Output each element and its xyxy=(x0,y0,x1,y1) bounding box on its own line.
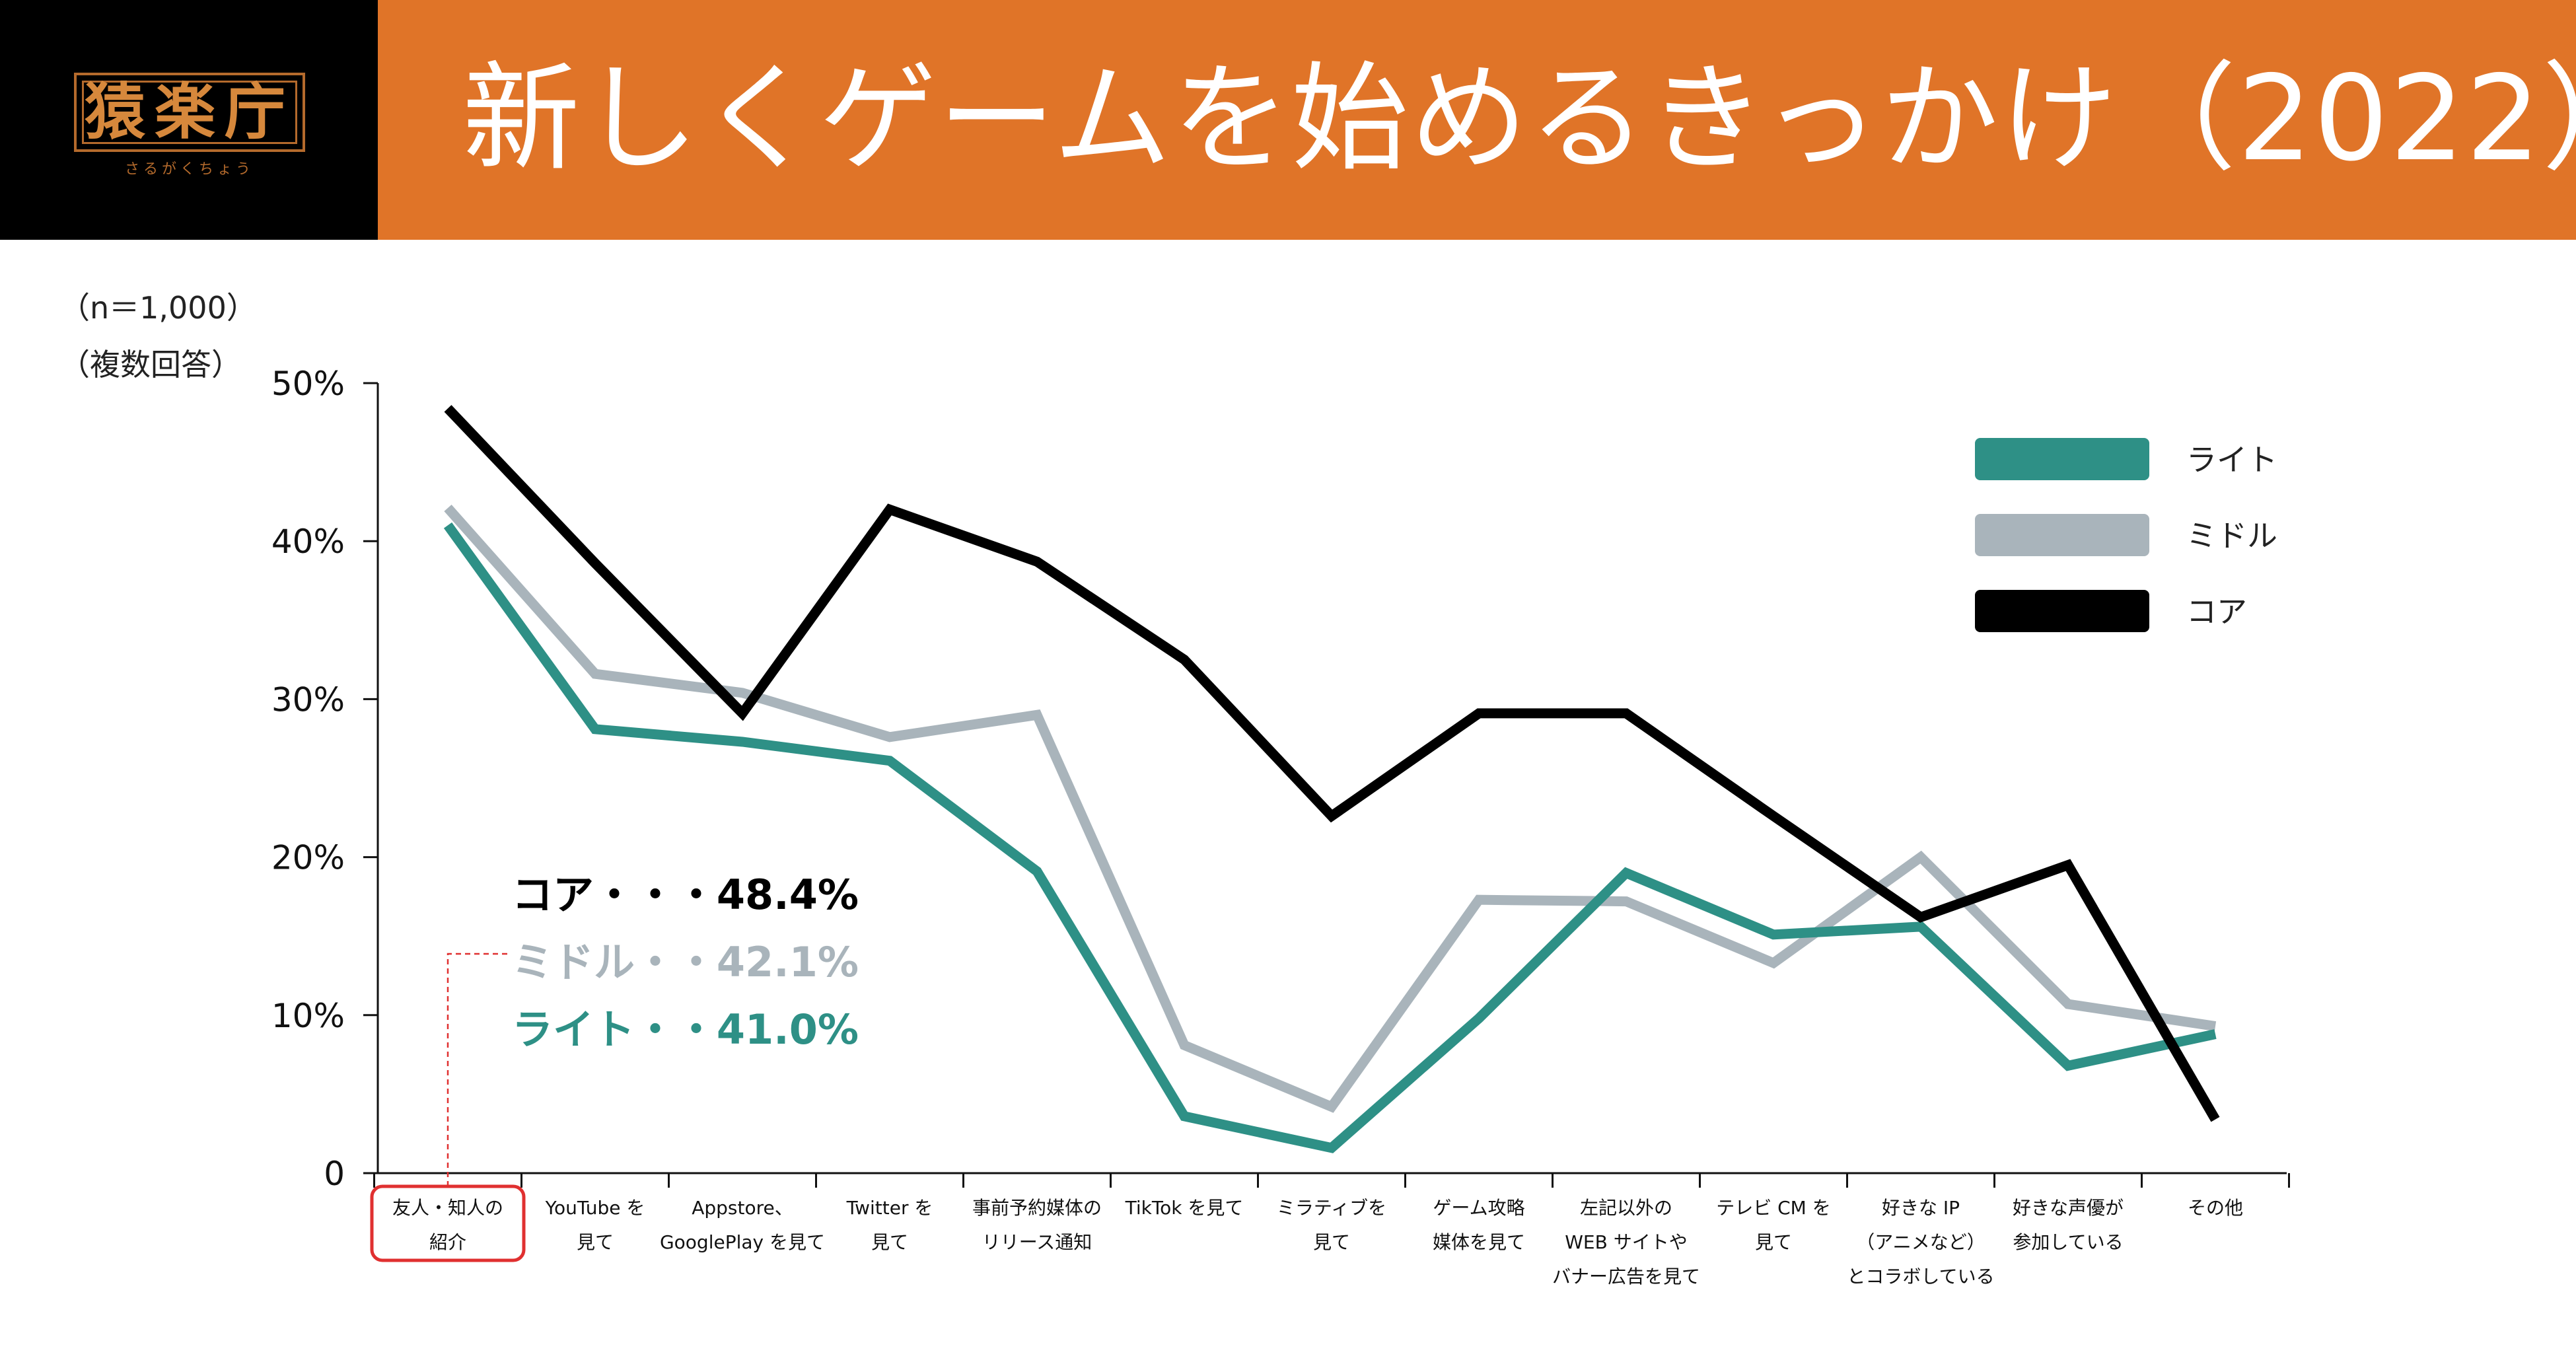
x-category-label-line: TikTok を見て xyxy=(1125,1197,1244,1219)
x-category-label: YouTube を見て xyxy=(545,1197,645,1253)
x-category-label-line: 好きな声優が xyxy=(2013,1197,2124,1219)
x-category-label-line: WEB サイトや xyxy=(1565,1231,1688,1253)
x-category-label: ミラティブを見て xyxy=(1277,1197,1386,1253)
annotation-label: ライト・・ xyxy=(512,1005,717,1054)
legend-label: ミドル xyxy=(2186,518,2277,554)
legend-label: コア xyxy=(2186,594,2247,630)
x-category-label-line: （アニメなど） xyxy=(1856,1231,1985,1253)
header-bar: 猿楽庁 さるがくちょう 新しくゲームを始めるきっかけ（2022） xyxy=(0,0,2576,240)
x-category-label-line: 媒体を見て xyxy=(1433,1231,1525,1253)
x-category-label: Twitter を見て xyxy=(846,1197,933,1253)
x-category-label: TikTok を見て xyxy=(1125,1197,1244,1219)
y-tick-label: 10% xyxy=(271,997,345,1035)
legend-swatch xyxy=(1975,514,2149,556)
x-category-label-line: 紹介 xyxy=(429,1231,466,1253)
x-category-label-line: とコラボしている xyxy=(1847,1266,1994,1287)
x-category-label-line: テレビ CM を xyxy=(1716,1197,1831,1219)
x-category-label-line: 見て xyxy=(871,1231,908,1253)
x-category-label-line: 見て xyxy=(1755,1231,1792,1253)
legend-swatch xyxy=(1975,438,2149,480)
annotation-value: 48.4% xyxy=(717,871,859,919)
multiple-answer-note: （複数回答） xyxy=(59,347,242,382)
series-line-light xyxy=(443,522,2217,1153)
x-category-label-line: GooglePlay を見て xyxy=(660,1231,825,1253)
x-category-label-line: バナー広告を見て xyxy=(1552,1266,1700,1287)
logo-block: 猿楽庁 さるがくちょう xyxy=(0,0,378,240)
category-highlight xyxy=(370,953,526,1262)
annotation-label: ミドル・・ xyxy=(512,938,717,986)
y-tick-label: 50% xyxy=(271,365,345,403)
annotation-label: コア・・・ xyxy=(512,871,717,919)
highlight-connector xyxy=(447,953,509,1186)
series-lines xyxy=(443,405,2220,1153)
annotation-value: 41.0% xyxy=(717,1005,859,1054)
x-category-label-line: ゲーム攻略 xyxy=(1433,1197,1524,1219)
x-category-label-line: 見て xyxy=(1313,1231,1350,1253)
x-category-label-line: 左記以外の xyxy=(1580,1197,1672,1219)
x-category-label-line: 参加している xyxy=(2013,1231,2123,1253)
x-category-label-line: ミラティブを xyxy=(1277,1197,1386,1219)
x-category-label-line: YouTube を xyxy=(545,1197,645,1219)
x-category-label: 友人・知人の紹介 xyxy=(392,1197,503,1253)
x-category-label-line: Twitter を xyxy=(846,1197,933,1219)
y-axis-labels: 0 10% 20% 30% 40% 50% xyxy=(271,365,345,1193)
x-category-label: 事前予約媒体のリリース通知 xyxy=(972,1197,1102,1253)
x-category-label-line: 事前予約媒体の xyxy=(972,1197,1102,1219)
sample-size-note: （n＝1,000） xyxy=(59,290,257,326)
legend-swatch xyxy=(1975,590,2149,632)
logo-text: 猿楽庁 xyxy=(84,76,295,147)
y-tick-label: 20% xyxy=(271,839,345,877)
page-title: 新しくゲームを始めるきっかけ（2022） xyxy=(462,50,2576,187)
logo-subtext: さるがくちょう xyxy=(124,161,254,178)
x-category-label: 左記以外の WEB サイトやバナー広告を見て xyxy=(1552,1197,1700,1287)
legend-label: ライト xyxy=(2186,442,2277,478)
x-category-label-line: 好きな IP xyxy=(1882,1197,1960,1219)
x-category-label-line: 友人・知人の xyxy=(392,1197,503,1219)
x-category-label: ゲーム攻略媒体を見て xyxy=(1433,1197,1525,1253)
x-category-label-line: リリース通知 xyxy=(982,1231,1092,1253)
x-category-label-line: Appstore、 xyxy=(692,1197,793,1219)
logo-frame xyxy=(74,73,305,152)
x-category-label: 好きな声優が参加している xyxy=(2013,1197,2124,1253)
y-tick-label: 30% xyxy=(271,680,345,719)
x-category-label: 好きな IP （アニメなど） とコラボしている xyxy=(1847,1197,1994,1287)
x-category-label-line: 見て xyxy=(577,1231,614,1253)
x-category-label: その他 xyxy=(2188,1197,2243,1219)
value-annotation: コア・・・ 48.4%ミドル・・ 42.1%ライト・・ 41.0% xyxy=(512,871,859,1054)
x-category-label: テレビ CM を見て xyxy=(1716,1197,1831,1253)
chart-axes xyxy=(363,382,2290,1188)
annotation-value: 42.1% xyxy=(717,938,859,986)
y-tick-label: 40% xyxy=(271,523,345,561)
y-tick-label: 0 xyxy=(324,1155,345,1193)
x-category-label-line: その他 xyxy=(2188,1197,2243,1219)
x-category-label: Appstore、 GooglePlay を見て xyxy=(660,1197,825,1253)
